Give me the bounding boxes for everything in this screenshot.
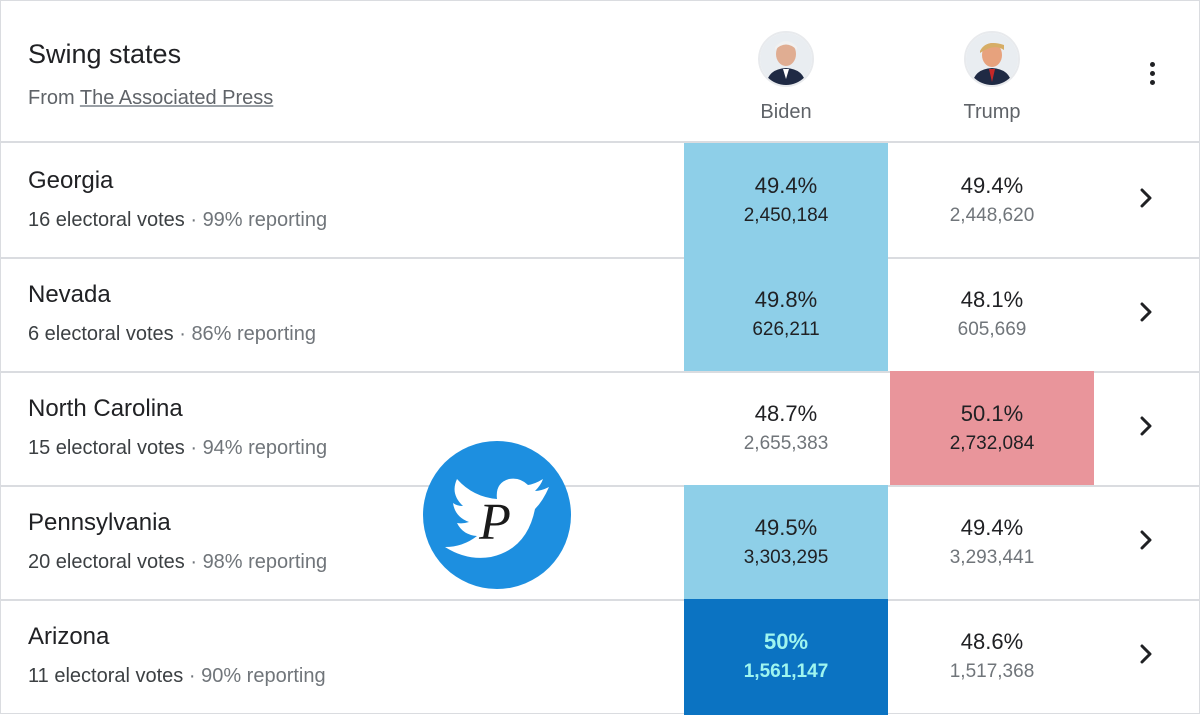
trump-pct: 49.4% [960, 515, 1024, 540]
trump-pct: 48.1% [960, 287, 1024, 312]
state-name: Arizona [28, 623, 110, 650]
biden-avatar-icon [760, 33, 812, 85]
electoral-votes: 20 electoral votes [28, 551, 185, 573]
trump-pct: 50.1% [960, 401, 1024, 426]
chevron-right-icon[interactable] [1131, 525, 1161, 555]
state-meta: 15 electoral votes · 94% reporting [28, 437, 327, 460]
trump-result-cell: 49.4% 2,448,620 [890, 143, 1094, 257]
state-meta: 11 electoral votes · 90% reporting [28, 665, 326, 688]
trump-result-cell: 50.1% 2,732,084 [890, 371, 1094, 485]
state-meta: 16 electoral votes · 99% reporting [28, 209, 327, 232]
reporting: 98% reporting [202, 551, 328, 573]
biden-votes: 2,655,383 [743, 433, 829, 454]
electoral-votes: 11 electoral votes [28, 665, 184, 687]
electoral-votes: 16 electoral votes [28, 209, 185, 231]
state-meta: 6 electoral votes · 86% reporting [28, 323, 316, 346]
trump-avatar-icon [966, 33, 1018, 85]
electoral-votes: 6 electoral votes [28, 323, 174, 345]
trump-result-cell: 49.4% 3,293,441 [890, 485, 1094, 599]
state-name: North Carolina [28, 395, 183, 422]
trump-result-cell: 48.6% 1,517,368 [890, 599, 1094, 713]
chevron-right-icon[interactable] [1131, 639, 1161, 669]
biden-votes: 2,450,184 [743, 205, 829, 226]
trump-result-cell: 48.1% 605,669 [890, 257, 1094, 371]
candidate-trump: Trump [932, 31, 1052, 124]
biden-votes: 3,303,295 [743, 547, 829, 568]
trump-votes: 2,448,620 [949, 205, 1035, 226]
reporting: 90% reporting [201, 665, 326, 687]
separator: · [190, 551, 197, 573]
biden-votes: 626,211 [752, 319, 820, 340]
trump-votes: 3,293,441 [949, 547, 1035, 568]
separator: · [190, 437, 197, 459]
card-header: Swing states From The Associated Press B… [1, 1, 1200, 143]
separator: · [190, 209, 197, 231]
state-row-pennsylvania[interactable]: Pennsylvania 20 electoral votes · 98% re… [1, 485, 1200, 601]
source-prefix: From [28, 87, 75, 109]
state-row-nevada[interactable]: Nevada 6 electoral votes · 86% reporting… [1, 257, 1200, 373]
reporting: 86% reporting [191, 323, 316, 345]
watermark-letter: P [478, 494, 511, 551]
more-vert-icon[interactable] [1137, 59, 1167, 89]
state-meta: 20 electoral votes · 98% reporting [28, 551, 327, 574]
reporting: 99% reporting [202, 209, 328, 231]
reporting: 94% reporting [202, 437, 328, 459]
separator: · [179, 323, 186, 345]
biden-result-cell: 50% 1,561,147 [684, 599, 888, 715]
biden-pct: 49.5% [754, 515, 818, 540]
twitter-bird-icon: P [423, 441, 571, 589]
chevron-right-icon[interactable] [1131, 183, 1161, 213]
trump-votes: 2,732,084 [949, 433, 1035, 454]
biden-pct: 49.4% [754, 173, 818, 198]
source-line: From The Associated Press [28, 87, 273, 110]
biden-pct: 49.8% [754, 287, 818, 312]
avatar [964, 31, 1020, 87]
state-row-north-carolina[interactable]: North Carolina 15 electoral votes · 94% … [1, 371, 1200, 487]
state-name: Pennsylvania [28, 509, 171, 536]
candidate-biden: Biden [726, 31, 846, 124]
candidate-name: Trump [963, 101, 1021, 123]
chevron-right-icon[interactable] [1131, 297, 1161, 327]
biden-result-cell: 49.5% 3,303,295 [684, 485, 888, 599]
trump-pct: 48.6% [960, 629, 1024, 654]
chevron-right-icon[interactable] [1131, 411, 1161, 441]
trump-votes: 605,669 [957, 319, 1027, 340]
candidate-name: Biden [760, 101, 812, 123]
state-name: Nevada [28, 281, 111, 308]
source-link[interactable]: The Associated Press [79, 87, 274, 109]
state-row-arizona[interactable]: Arizona 11 electoral votes · 90% reporti… [1, 599, 1200, 715]
avatar [758, 31, 814, 87]
biden-result-cell: 49.8% 626,211 [684, 257, 888, 371]
electoral-votes: 15 electoral votes [28, 437, 185, 459]
state-name: Georgia [28, 167, 114, 194]
biden-pct: 50% [763, 629, 809, 654]
biden-result-cell: 49.4% 2,450,184 [684, 143, 888, 257]
separator: · [188, 665, 196, 687]
trump-pct: 49.4% [960, 173, 1024, 198]
card-title: Swing states [28, 39, 182, 69]
biden-result-cell: 48.7% 2,655,383 [684, 371, 888, 485]
biden-pct: 48.7% [754, 401, 818, 426]
biden-votes: 1,561,147 [743, 661, 829, 682]
trump-votes: 1,517,368 [949, 661, 1035, 682]
state-row-georgia[interactable]: Georgia 16 electoral votes · 99% reporti… [1, 143, 1200, 259]
